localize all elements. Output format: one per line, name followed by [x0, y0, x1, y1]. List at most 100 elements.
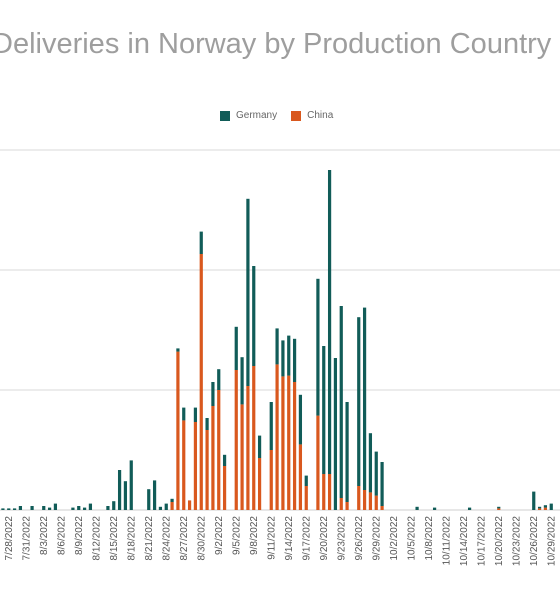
bar-germany-10/20/2022: [497, 506, 501, 509]
bar-germany-9/17/2022: [304, 475, 308, 486]
bar-germany-9/23/2022: [339, 306, 343, 498]
bar-germany-8/14/2022: [106, 506, 110, 510]
bar-germany-9/27/2022: [362, 307, 367, 490]
legend-label-germany: Germany: [236, 110, 278, 121]
bar-germany-7/27/2022: [1, 508, 5, 510]
bar-china-8/29/2022: [193, 422, 198, 510]
x-tick-label: 8/9/2022: [74, 516, 85, 555]
bar-germany-9/9/2022: [257, 435, 262, 458]
bar-china-9/9/2022: [257, 458, 262, 510]
x-tick-label: 10/29/2022: [546, 516, 557, 566]
x-tick-label: 10/14/2022: [459, 516, 470, 566]
bar-china-9/24/2022: [345, 502, 349, 510]
x-tick-label: 10/2/2022: [389, 516, 400, 561]
bar-germany-7/28/2022: [7, 508, 11, 510]
bar-germany-9/24/2022: [345, 402, 349, 502]
bar-china-8/30/2022: [199, 254, 203, 510]
bar-china-9/29/2022: [374, 495, 378, 510]
x-tick-label: 10/8/2022: [424, 516, 435, 561]
bar-china-8/27/2022: [182, 420, 186, 510]
bar-germany-9/16/2022: [298, 394, 303, 445]
bar-china-8/26/2022: [176, 351, 180, 510]
x-tick-label: 8/6/2022: [56, 516, 67, 555]
bar-germany-8/9/2022: [77, 506, 81, 510]
bar-germany-8/25/2022: [170, 498, 174, 502]
x-tick-label: 9/5/2022: [231, 516, 242, 555]
bar-germany-8/23/2022: [158, 506, 163, 510]
bar-china-9/2/2022: [217, 390, 221, 510]
bar-germany-9/22/2022: [333, 358, 338, 510]
bar-germany-9/2/2022: [217, 369, 221, 390]
x-tick-label: 10/23/2022: [511, 516, 522, 566]
bar-germany-8/4/2022: [47, 507, 52, 510]
bar-germany-8/21/2022: [147, 489, 151, 510]
legend-label-china: China: [307, 110, 334, 121]
x-tick-label: 10/5/2022: [406, 516, 417, 561]
x-tick-label: 7/28/2022: [4, 516, 15, 561]
bar-china-9/5/2022: [234, 370, 238, 510]
x-tick-label: 9/29/2022: [371, 516, 382, 561]
bar-china-10/20/2022: [497, 508, 501, 510]
bar-germany-8/24/2022: [164, 503, 168, 510]
bar-china-8/31/2022: [205, 430, 209, 510]
bar-germany-9/26/2022: [357, 317, 361, 486]
bar-china-9/15/2022: [292, 382, 297, 510]
bar-germany-10/26/2022: [532, 491, 536, 510]
bar-china-9/16/2022: [298, 444, 303, 510]
bar-germany-9/14/2022: [287, 335, 291, 376]
bar-china-9/14/2022: [287, 375, 291, 510]
bar-china-9/11/2022: [269, 450, 273, 510]
bar-germany-8/31/2022: [205, 418, 209, 430]
x-tick-label: 8/3/2022: [39, 516, 50, 555]
x-tick-label: 10/26/2022: [529, 516, 540, 566]
x-tick-label: 9/14/2022: [284, 516, 295, 561]
bar-china-10/28/2022: [543, 507, 548, 510]
bar-germany-7/30/2022: [18, 506, 23, 510]
bar-china-9/19/2022: [316, 415, 320, 510]
legend-swatch-germany: [220, 110, 230, 121]
bar-germany-10/27/2022: [537, 506, 542, 509]
bar-germany-10/9/2022: [432, 507, 437, 510]
bar-germany-8/27/2022: [182, 407, 186, 421]
bar-germany-9/19/2022: [316, 278, 320, 416]
bar-china-8/25/2022: [170, 502, 174, 510]
bar-china-9/3/2022: [222, 466, 227, 510]
bar-china-8/28/2022: [187, 500, 192, 510]
bar-china-9/30/2022: [380, 506, 384, 510]
x-tick-label: 9/8/2022: [249, 516, 260, 555]
bar-china-9/26/2022: [357, 486, 361, 510]
x-tick-label: 8/18/2022: [126, 516, 137, 561]
bar-germany-8/17/2022: [123, 481, 128, 510]
bar-germany-8/1/2022: [30, 506, 34, 510]
bar-germany-8/30/2022: [199, 231, 203, 254]
bar-china-9/6/2022: [240, 404, 244, 510]
bar-germany-9/30/2022: [380, 462, 384, 506]
x-tick-label: 9/20/2022: [319, 516, 330, 561]
x-tick-label: 9/17/2022: [301, 516, 312, 561]
x-tick-label: 10/17/2022: [476, 516, 487, 566]
x-tick-label: 8/24/2022: [161, 516, 172, 561]
bar-germany-8/3/2022: [42, 506, 46, 510]
bar-china-9/17/2022: [304, 486, 308, 510]
bar-germany-10/28/2022: [543, 505, 548, 508]
bar-china-9/12/2022: [275, 364, 279, 510]
legend-swatch-china: [291, 110, 302, 121]
bar-germany-9/8/2022: [252, 266, 256, 366]
legend-item-germany: Germany: [220, 110, 277, 121]
bar-china-9/8/2022: [252, 366, 256, 510]
bar-china-9/20/2022: [322, 474, 326, 510]
bar-germany-8/15/2022: [112, 501, 116, 510]
x-tick-label: 9/11/2022: [266, 516, 277, 560]
legend: Germany China: [220, 110, 333, 121]
legend-item-china: China: [291, 110, 333, 121]
bar-china-9/1/2022: [211, 406, 215, 510]
bar-germany-9/1/2022: [211, 382, 215, 406]
bar-germany-9/28/2022: [368, 433, 373, 493]
bar-germany-9/6/2022: [240, 357, 244, 405]
bar-germany-9/15/2022: [292, 338, 297, 382]
bar-germany-9/21/2022: [327, 170, 332, 474]
bar-china-9/13/2022: [281, 376, 285, 510]
bar-germany-9/29/2022: [374, 451, 378, 496]
bar-germany-9/20/2022: [322, 346, 326, 474]
bar-germany-8/11/2022: [88, 503, 93, 510]
